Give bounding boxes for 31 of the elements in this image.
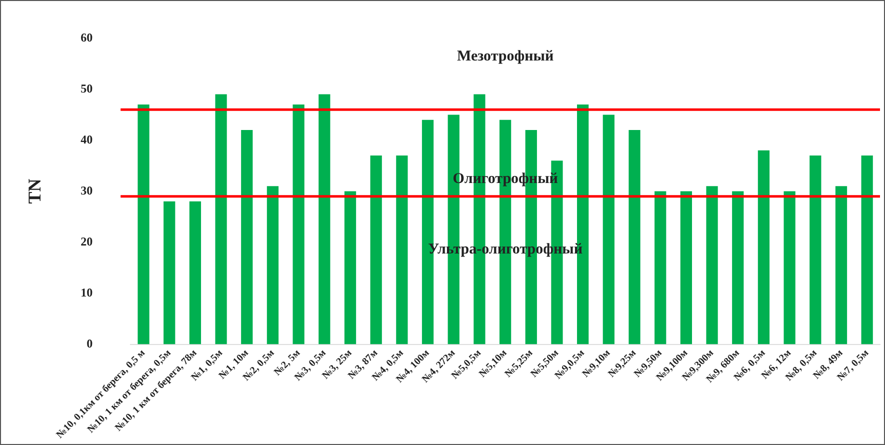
bar [602,114,614,344]
y-tick-label: 50 [80,81,93,96]
bar [164,201,176,344]
bar [680,191,692,344]
y-axis-title: TN [24,178,44,204]
y-tick-label: 30 [80,183,93,198]
bar [241,130,253,344]
bar [784,191,796,344]
y-tick-label: 40 [80,132,93,146]
y-tick-label: 0 [86,336,93,350]
bar [396,156,408,344]
bar [344,191,356,344]
bar [732,191,744,344]
bar [215,94,227,344]
bar [189,201,202,344]
bar [758,150,770,344]
y-tick-label: 60 [80,30,93,44]
annotation: Мезотрофный [456,48,554,64]
bar [654,191,666,344]
bar [292,104,304,344]
bar [861,156,873,344]
bar [266,186,279,344]
y-tick-label: 10 [80,285,93,300]
bar [370,156,382,344]
bar [318,94,330,344]
bar [835,186,848,344]
bar [810,156,822,344]
bar [628,130,640,344]
y-tick-label: 20 [80,234,93,248]
bar [138,104,150,344]
bar [706,186,718,344]
